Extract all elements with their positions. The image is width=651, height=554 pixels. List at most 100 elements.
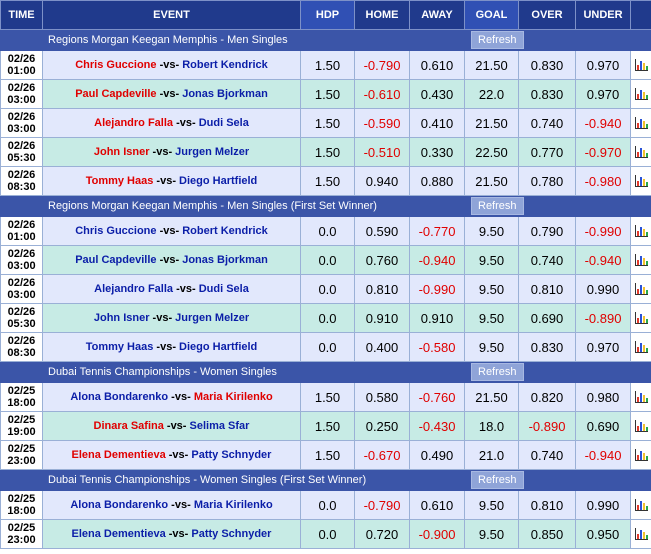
- under-odds[interactable]: -0.940: [575, 245, 631, 275]
- bar-chart-icon[interactable]: [630, 274, 651, 304]
- home-odds[interactable]: 0.580: [354, 382, 410, 412]
- over-odds[interactable]: 0.850: [518, 519, 576, 549]
- away-odds[interactable]: 0.330: [409, 137, 465, 167]
- bar-chart-icon[interactable]: [630, 216, 651, 246]
- vs-separator: -vs-: [165, 528, 192, 540]
- under-odds[interactable]: 0.970: [575, 79, 631, 109]
- refresh-button[interactable]: Refresh: [471, 363, 524, 381]
- refresh-button[interactable]: Refresh: [471, 197, 524, 215]
- away-odds[interactable]: -0.430: [409, 411, 465, 441]
- away-odds[interactable]: 0.910: [409, 303, 465, 333]
- under-odds[interactable]: -0.890: [575, 303, 631, 333]
- bar-chart-icon[interactable]: [630, 303, 651, 333]
- over-odds[interactable]: 0.810: [518, 490, 576, 520]
- home-odds[interactable]: 0.940: [354, 166, 410, 196]
- home-odds[interactable]: -0.510: [354, 137, 410, 167]
- away-odds[interactable]: 0.610: [409, 50, 465, 80]
- away-odds[interactable]: -0.580: [409, 332, 465, 362]
- home-odds[interactable]: -0.590: [354, 108, 410, 138]
- away-odds[interactable]: 0.610: [409, 490, 465, 520]
- over-odds[interactable]: 0.770: [518, 137, 576, 167]
- home-player: Alejandro Falla: [94, 117, 174, 129]
- over-odds[interactable]: 0.740: [518, 440, 576, 470]
- home-odds[interactable]: -0.610: [354, 79, 410, 109]
- under-odds[interactable]: 0.950: [575, 519, 631, 549]
- hdp-value: 0.0: [300, 303, 355, 333]
- match-row: 02/26 03:00 Alejandro Falla -vs- Dudi Sela…: [0, 108, 651, 138]
- under-odds[interactable]: -0.980: [575, 166, 631, 196]
- under-odds[interactable]: -0.990: [575, 216, 631, 246]
- refresh-button[interactable]: Refresh: [471, 31, 524, 49]
- vs-separator: -vs-: [156, 225, 183, 237]
- bar-chart-icon[interactable]: [630, 245, 651, 275]
- over-odds[interactable]: 0.690: [518, 303, 576, 333]
- home-odds[interactable]: 0.760: [354, 245, 410, 275]
- over-odds[interactable]: 0.830: [518, 332, 576, 362]
- home-odds[interactable]: 0.400: [354, 332, 410, 362]
- away-odds[interactable]: -0.940: [409, 245, 465, 275]
- bar-chart-icon[interactable]: [630, 519, 651, 549]
- under-odds[interactable]: -0.940: [575, 440, 631, 470]
- away-odds[interactable]: -0.770: [409, 216, 465, 246]
- match-time: 02/26 08:30: [0, 332, 43, 362]
- goal-value: 9.50: [464, 274, 519, 304]
- match-time: 02/26 05:30: [0, 303, 43, 333]
- under-odds[interactable]: 0.970: [575, 50, 631, 80]
- bar-chart-icon[interactable]: [630, 166, 651, 196]
- match-time: 02/25 23:00: [0, 519, 43, 549]
- over-odds[interactable]: 0.810: [518, 274, 576, 304]
- over-odds[interactable]: 0.820: [518, 382, 576, 412]
- away-odds[interactable]: -0.760: [409, 382, 465, 412]
- col-event-header: EVENT: [42, 0, 301, 30]
- away-player: Robert Kendrick: [182, 59, 268, 71]
- away-player: Diego Hartfield: [179, 175, 258, 187]
- home-odds[interactable]: -0.670: [354, 440, 410, 470]
- home-odds[interactable]: 0.250: [354, 411, 410, 441]
- bar-chart-icon[interactable]: [630, 490, 651, 520]
- away-odds[interactable]: 0.490: [409, 440, 465, 470]
- under-odds[interactable]: -0.970: [575, 137, 631, 167]
- under-odds[interactable]: 0.980: [575, 382, 631, 412]
- bar-chart-icon[interactable]: [630, 411, 651, 441]
- under-odds[interactable]: 0.990: [575, 274, 631, 304]
- refresh-button[interactable]: Refresh: [471, 471, 524, 489]
- under-odds[interactable]: -0.940: [575, 108, 631, 138]
- under-odds[interactable]: 0.990: [575, 490, 631, 520]
- away-player: Selima Sfar: [189, 420, 250, 432]
- away-odds[interactable]: 0.880: [409, 166, 465, 196]
- goal-value: 21.50: [464, 166, 519, 196]
- over-odds[interactable]: 0.780: [518, 166, 576, 196]
- match-row: 02/26 03:00 Alejandro Falla -vs- Dudi Sela…: [0, 274, 651, 304]
- over-odds[interactable]: -0.890: [518, 411, 576, 441]
- over-odds[interactable]: 0.830: [518, 79, 576, 109]
- bar-chart-icon[interactable]: [630, 50, 651, 80]
- home-odds[interactable]: -0.790: [354, 490, 410, 520]
- over-odds[interactable]: 0.740: [518, 108, 576, 138]
- bar-chart-icon[interactable]: [630, 137, 651, 167]
- bar-chart-icon[interactable]: [630, 108, 651, 138]
- away-odds[interactable]: -0.900: [409, 519, 465, 549]
- over-odds[interactable]: 0.740: [518, 245, 576, 275]
- away-odds[interactable]: 0.410: [409, 108, 465, 138]
- home-odds[interactable]: 0.720: [354, 519, 410, 549]
- bar-chart-icon[interactable]: [630, 382, 651, 412]
- away-odds[interactable]: 0.430: [409, 79, 465, 109]
- bar-chart-icon[interactable]: [630, 440, 651, 470]
- home-odds[interactable]: -0.790: [354, 50, 410, 80]
- under-odds[interactable]: 0.970: [575, 332, 631, 362]
- bar-chart-icon[interactable]: [630, 332, 651, 362]
- over-odds[interactable]: 0.830: [518, 50, 576, 80]
- away-player: Patty Schnyder: [191, 528, 272, 540]
- bar-chart-icon[interactable]: [630, 79, 651, 109]
- home-odds[interactable]: 0.590: [354, 216, 410, 246]
- away-odds[interactable]: -0.990: [409, 274, 465, 304]
- under-odds[interactable]: 0.690: [575, 411, 631, 441]
- away-player: Jurgen Melzer: [175, 146, 250, 158]
- col-over-header: OVER: [518, 0, 576, 30]
- vs-separator: -vs-: [153, 175, 180, 187]
- over-odds[interactable]: 0.790: [518, 216, 576, 246]
- home-odds[interactable]: 0.810: [354, 274, 410, 304]
- match-row: 02/26 03:00 Paul Capdeville -vs- Jonas Bjo…: [0, 245, 651, 275]
- goal-value: 21.50: [464, 382, 519, 412]
- home-odds[interactable]: 0.910: [354, 303, 410, 333]
